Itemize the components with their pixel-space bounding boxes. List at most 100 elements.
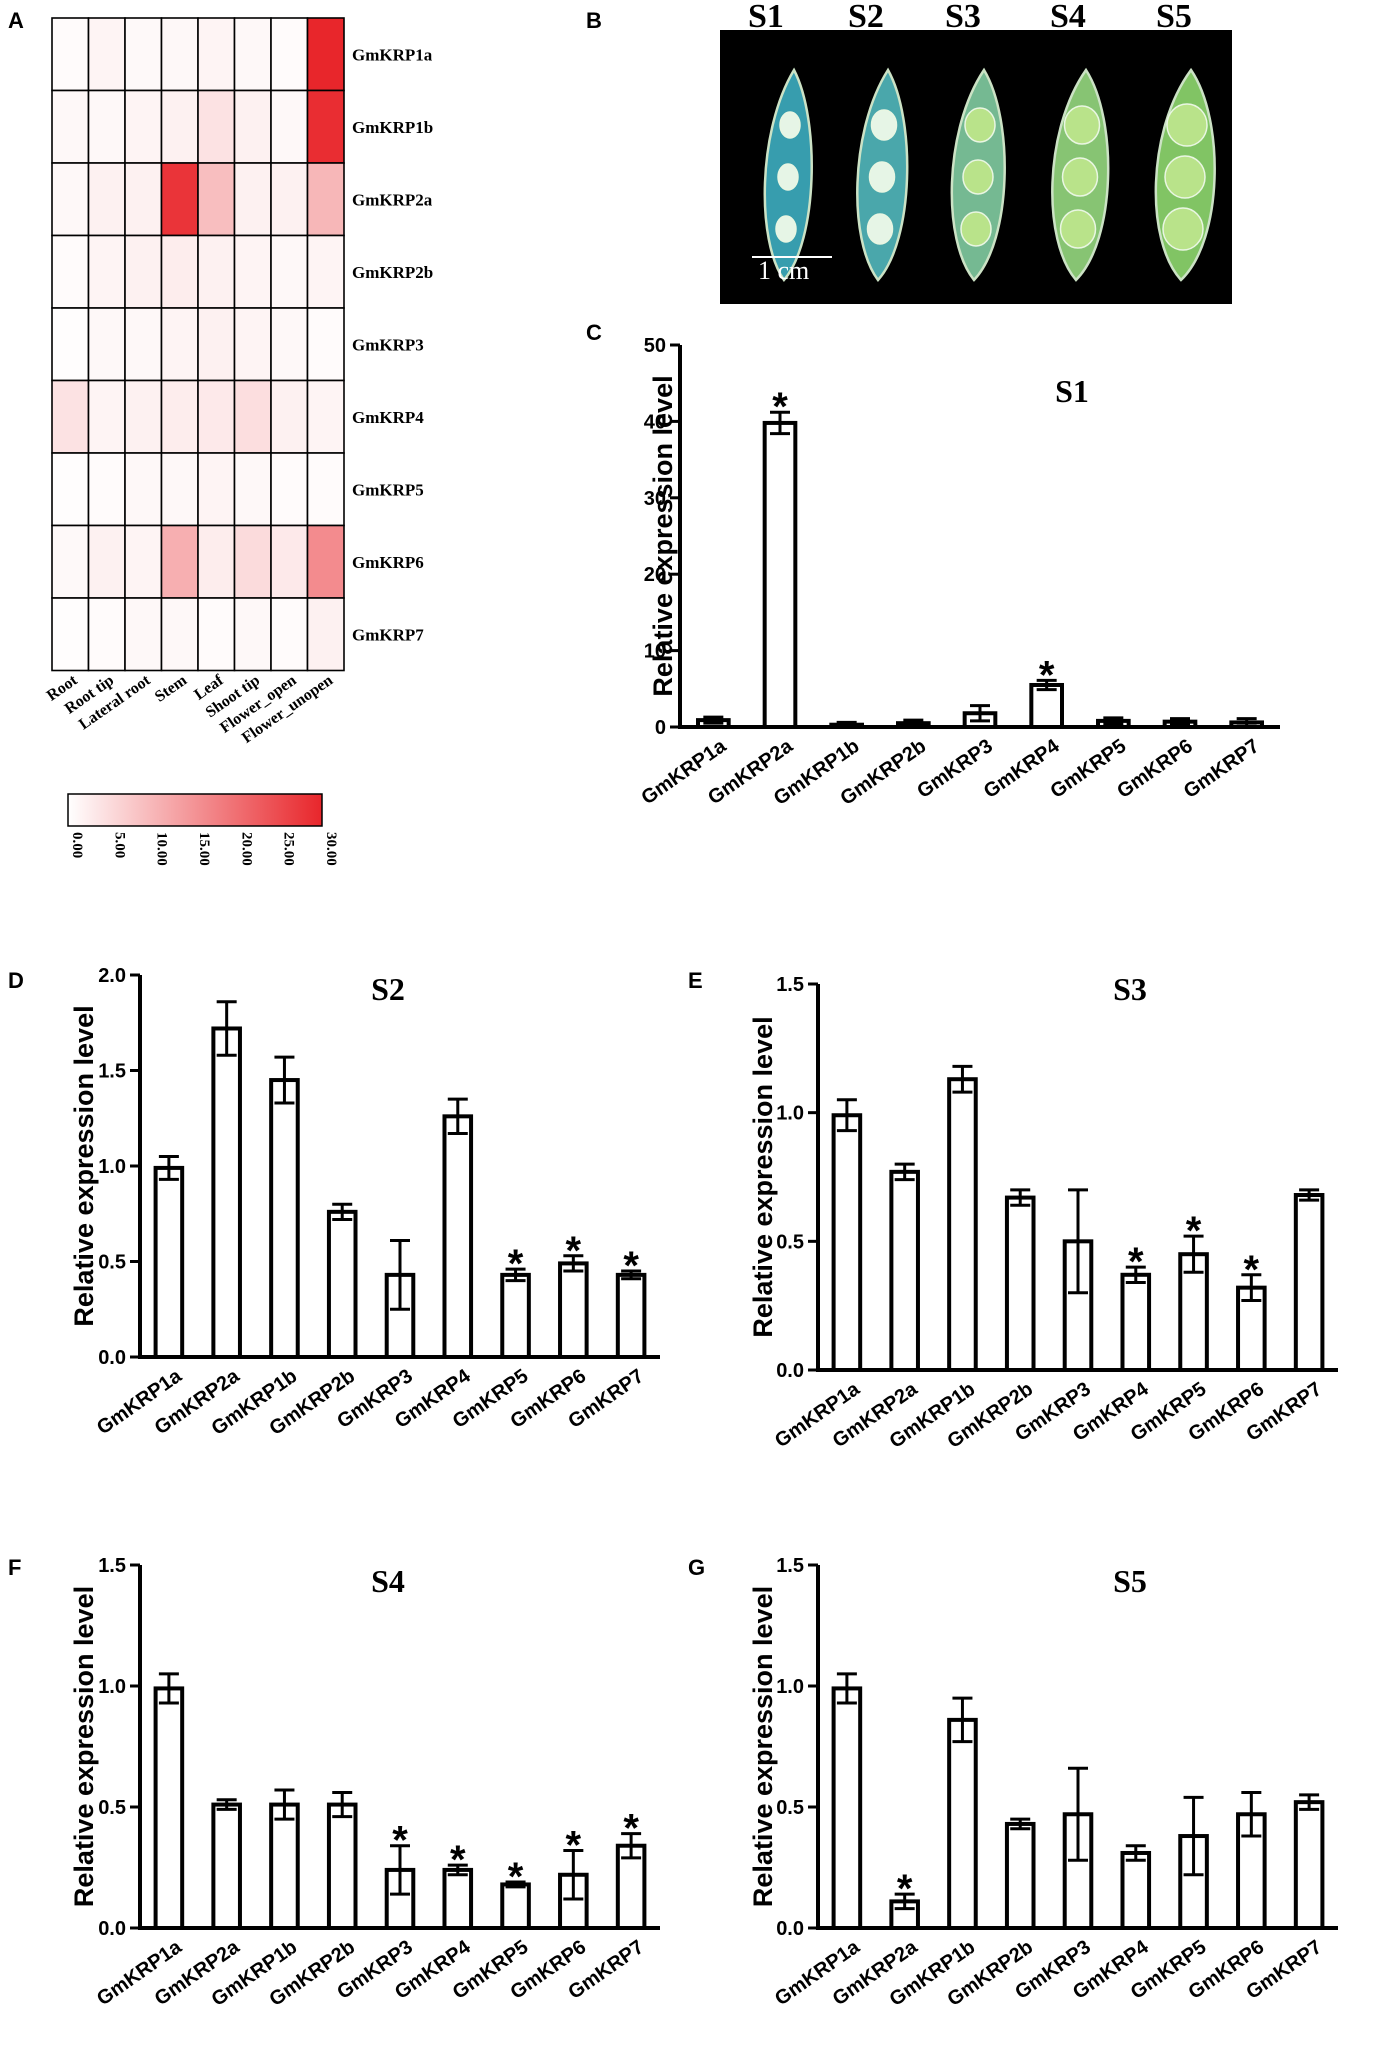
bar-GmKRP1b [269, 1802, 300, 1930]
heatmap-cell-GmKRP3-Stem [160, 307, 199, 382]
bar-GmKRP1b [269, 1078, 300, 1360]
scale-bar [752, 256, 832, 258]
heatmap-cell-GmKRP7-Root tip [87, 597, 126, 672]
heatmap-cell-GmKRP1b-Root [51, 89, 90, 164]
y-tick-label: 10 [644, 641, 666, 663]
pod-seed [1164, 155, 1206, 199]
heatmap-cell-GmKRP3-Lateral root [124, 307, 163, 382]
heatmap-cell-GmKRP6-Flower_unopen [306, 524, 345, 599]
heatmap-cell-GmKRP7-Lateral root [124, 597, 163, 672]
heatmap-row-label: GmKRP1a [352, 45, 433, 64]
heatmap-cell-GmKRP6-Root tip [87, 524, 126, 599]
bar-GmKRP1b [947, 1717, 978, 1930]
y-tick-label: 2.0 [98, 965, 126, 987]
y-tick-label: 30 [644, 488, 666, 510]
heatmap-cell-GmKRP6-Root [51, 524, 90, 599]
y-tick-label: 0 [655, 717, 666, 739]
y-axis-label: Relative expression level [69, 1586, 99, 1907]
panel-label-a: A [8, 8, 24, 33]
stage-label-s2: S2 [848, 0, 884, 35]
significance-star: * [1128, 1240, 1144, 1284]
heatmap-cell-GmKRP4-Flower_open [270, 379, 309, 454]
heatmap-cell-GmKRP6-Stem [160, 524, 199, 599]
heatmap-cell-GmKRP2b-Root [51, 234, 90, 309]
y-tick-label: 0.0 [776, 1360, 804, 1382]
heatmap-cell-GmKRP5-Stem [160, 452, 199, 527]
heatmap-cell-GmKRP7-Flower_open [270, 597, 309, 672]
heatmap-cell-GmKRP6-Flower_open [270, 524, 309, 599]
bar-GmKRP2a [211, 1026, 242, 1359]
y-tick-label: 0.0 [98, 1918, 126, 1940]
colorbar [67, 793, 323, 827]
heatmap-cell-GmKRP1a-Flower_unopen [306, 17, 345, 92]
heatmap-cell-GmKRP1b-Root tip [87, 89, 126, 164]
y-tick-label: 1.5 [776, 974, 804, 996]
bar-GmKRP1a [153, 1686, 185, 1931]
heatmap-cell-GmKRP1b-Flower_unopen [306, 89, 345, 164]
heatmap-cell-GmKRP1b-Lateral root [124, 89, 163, 164]
colorbar-tick-label: 5.00 [111, 832, 127, 858]
y-tick-label: 1.0 [98, 1156, 126, 1178]
heatmap-cell-GmKRP3-Leaf [197, 307, 236, 382]
y-tick-label: 1.0 [776, 1676, 804, 1698]
y-tick-label: 0.0 [776, 1918, 804, 1940]
bar-GmKRP7 [1293, 1800, 1325, 1931]
chart-title: S3 [1113, 971, 1147, 1007]
chart-title: S4 [371, 1563, 405, 1599]
bar-GmKRP4 [442, 1114, 474, 1359]
heatmap-row-label: GmKRP5 [352, 480, 424, 499]
colorbar-tick-label: 0.00 [69, 832, 85, 858]
heatmap-row-label: GmKRP6 [352, 553, 424, 572]
heatmap-cell-GmKRP1a-Leaf [197, 17, 236, 92]
pod-seed [1061, 157, 1099, 197]
pod-seed [1063, 105, 1101, 145]
heatmap-cell-GmKRP4-Lateral root [124, 379, 163, 454]
heatmap-cell-GmKRP2b-Flower_open [270, 234, 309, 309]
heatmap-cell-GmKRP2a-Root tip [87, 162, 126, 237]
heatmap-cell-GmKRP2a-Leaf [197, 162, 236, 237]
heatmap-cell-GmKRP4-Root tip [87, 379, 126, 454]
bar-GmKRP2b [326, 1209, 358, 1359]
heatmap-cell-GmKRP5-Leaf [197, 452, 236, 527]
heatmap-cell-GmKRP2a-Root [51, 162, 90, 237]
heatmap-cell-GmKRP2b-Lateral root [124, 234, 163, 309]
heatmap-cell-GmKRP5-Root tip [87, 452, 126, 527]
panel-label-e: E [688, 968, 703, 993]
pod-seed [868, 161, 896, 193]
bar-GmKRP1b [947, 1077, 978, 1373]
significance-star: * [623, 1244, 639, 1288]
heatmap-cell-GmKRP5-Flower_unopen [306, 452, 345, 527]
bar-GmKRP2b [1004, 1821, 1036, 1930]
heatmap-cell-GmKRP2b-Shoot tip [233, 234, 272, 309]
bar-GmKRP2a [889, 1169, 920, 1373]
heatmap-cell-GmKRP1b-Shoot tip [233, 89, 272, 164]
heatmap-cell-GmKRP1a-Root tip [87, 17, 126, 92]
significance-star: * [1244, 1248, 1260, 1292]
panel-label-b: B [586, 8, 602, 33]
y-tick-label: 0.5 [98, 1797, 126, 1819]
bar-chart-S2: 0.0 0.5 1.0 1.5 2.0 Relative expression level… [69, 965, 660, 1440]
heatmap-cell-GmKRP5-Flower_open [270, 452, 309, 527]
colorbar-tick-label: 30.00 [323, 832, 339, 866]
y-tick-label: 0.5 [776, 1797, 804, 1819]
chart-title: S1 [1055, 373, 1089, 409]
panel-label-g: G [688, 1555, 706, 1580]
y-axis-label: Relative expression level [69, 1005, 99, 1326]
heatmap-cell-GmKRP2a-Stem [160, 162, 199, 237]
bar-chart-S1: 0 10 20 30 40 50 Relative expression level S1 Gm… [637, 335, 1280, 810]
pod-seed [962, 159, 994, 195]
panel-label-f: F [8, 1555, 22, 1580]
pod-seed [964, 107, 996, 143]
significance-star: * [392, 1819, 408, 1863]
bar-GmKRP3 [1062, 1812, 1094, 1931]
bar-GmKRP2a [762, 420, 798, 729]
bar-GmKRP6 [558, 1261, 589, 1360]
y-tick-label: 1.5 [98, 1061, 126, 1083]
bar-GmKRP7 [615, 1272, 647, 1359]
heatmap-cell-GmKRP1a-Lateral root [124, 17, 163, 92]
bar-GmKRP4 [1120, 1850, 1152, 1930]
stage-label-s5: S5 [1156, 0, 1192, 35]
significance-star: * [1039, 653, 1055, 697]
